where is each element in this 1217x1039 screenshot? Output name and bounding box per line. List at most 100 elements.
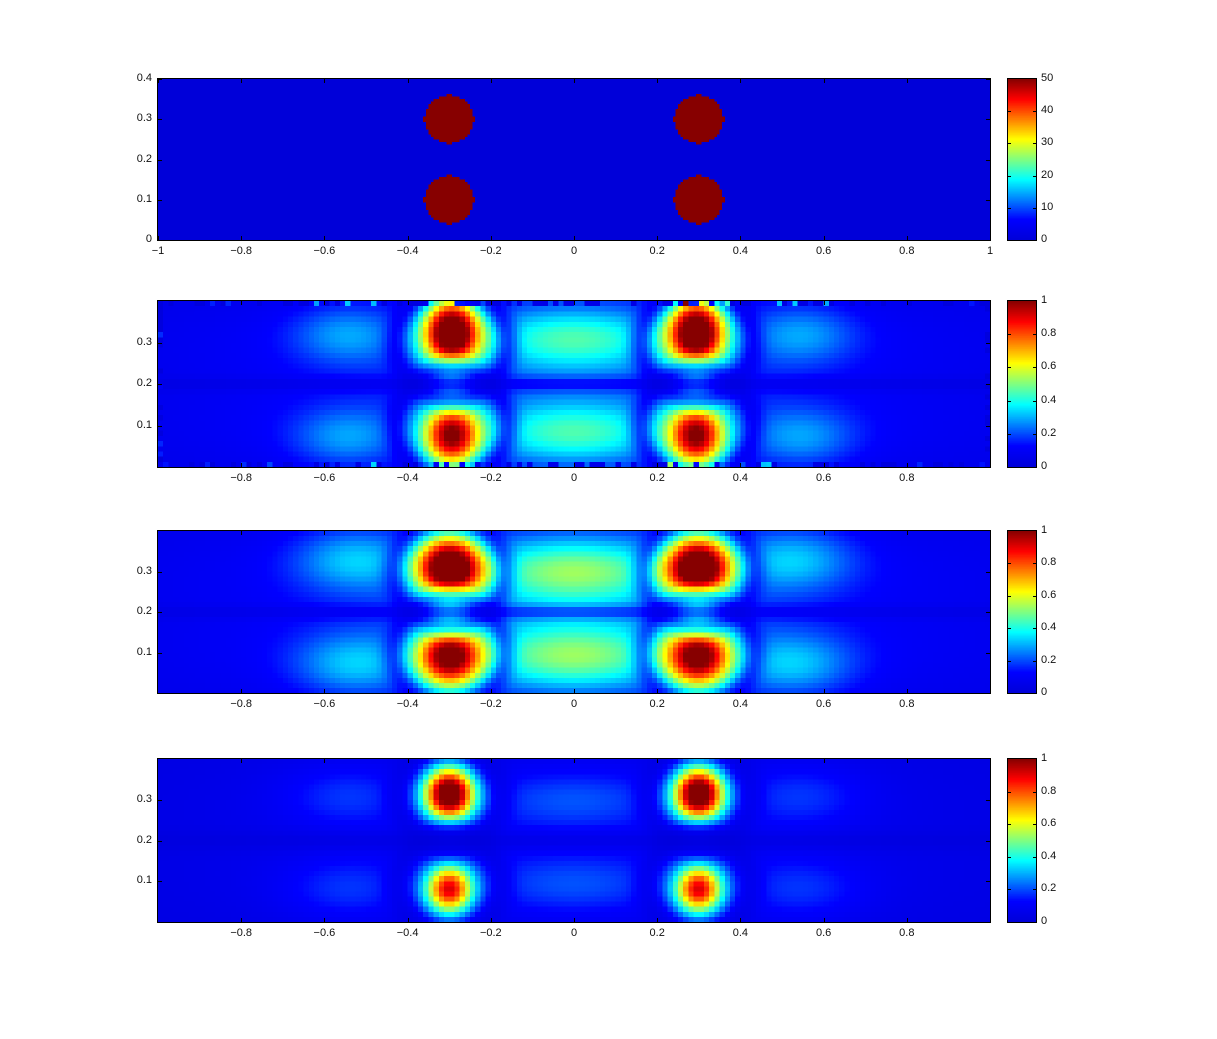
x-tick-label: −0.2 (479, 698, 502, 710)
x-tick-top (490, 531, 492, 535)
y-tick-label: 0.1 (136, 874, 152, 887)
colorbar-tick-label: 40 (1041, 104, 1054, 117)
x-tick-bottom (740, 918, 742, 922)
x-tick-top (407, 531, 409, 535)
x-tick-top (324, 759, 326, 763)
y-tick-left (158, 799, 162, 801)
x-tick-bottom (657, 689, 659, 693)
x-tick-label: −0.8 (230, 927, 253, 939)
x-tick-bottom (657, 918, 659, 922)
x-tick-bottom (407, 236, 409, 240)
x-tick-bottom (241, 463, 243, 467)
y-tick-left (158, 840, 162, 842)
colorbar-tick-label: 1 (1041, 524, 1048, 536)
x-tick-bottom (906, 689, 908, 693)
x-tick-label: 0.8 (899, 472, 915, 484)
y-tick-right (986, 119, 990, 121)
colorbar-tick-label: 50 (1041, 72, 1054, 84)
y-tick-label: 0.2 (136, 152, 152, 165)
colorbar-tick (1008, 628, 1011, 630)
x-tick-top (906, 531, 908, 535)
x-tick-bottom (324, 236, 326, 240)
x-tick-label: 0.4 (732, 698, 749, 710)
x-tick-label: 0.4 (732, 245, 749, 257)
heatmap-canvas-4 (158, 759, 990, 922)
x-tick-bottom (740, 463, 742, 467)
x-tick-bottom (324, 463, 326, 467)
colorbar-tick (1033, 207, 1036, 209)
heatmap-canvas-3 (158, 531, 990, 693)
y-tick-right (986, 612, 990, 613)
y-tick-left (158, 119, 162, 121)
x-tick-top (906, 301, 908, 305)
x-tick-label: −0.8 (230, 245, 253, 257)
x-tick-bottom (823, 918, 825, 922)
heatmap-canvas-2 (158, 301, 990, 467)
colorbar-tick (1008, 595, 1011, 597)
colorbar-tick (1008, 824, 1011, 826)
y-tick-left (158, 881, 162, 883)
heatmap-plot-4 (157, 758, 991, 923)
x-tick-top (657, 759, 659, 763)
y-tick-label: 0.1 (136, 645, 152, 658)
x-tick-top (574, 301, 575, 305)
colorbar-tick (1033, 595, 1036, 597)
x-tick-label: 0.4 (732, 472, 749, 484)
x-tick-top (324, 79, 326, 83)
y-tick-left (158, 342, 162, 344)
x-tick-bottom (990, 236, 991, 240)
x-tick-bottom (823, 236, 825, 240)
x-tick-label: 0.2 (649, 698, 665, 710)
x-tick-bottom (823, 689, 825, 693)
x-tick-bottom (490, 463, 492, 467)
colorbar-tick (1033, 824, 1036, 826)
y-tick-label: 0.3 (136, 564, 152, 577)
colorbar-gradient-3 (1008, 531, 1036, 693)
x-tick-top (823, 759, 825, 763)
y-tick-label: 0.1 (136, 192, 152, 205)
x-tick-label: −0.8 (230, 698, 253, 710)
x-tick-top (906, 79, 908, 83)
colorbar-tick-label: 0.4 (1041, 621, 1057, 634)
y-tick-right (986, 840, 990, 842)
x-tick-bottom (906, 918, 908, 922)
x-tick-bottom (906, 463, 908, 467)
y-tick-right (986, 79, 990, 80)
x-tick-top (158, 79, 159, 83)
x-tick-top (740, 79, 742, 83)
x-tick-label: −1 (151, 245, 165, 257)
x-tick-label: 0 (570, 245, 578, 257)
x-tick-top (740, 759, 742, 763)
colorbar-tick (1008, 791, 1011, 793)
colorbar-tick-label: 1 (1041, 294, 1048, 306)
y-tick-right (986, 425, 990, 427)
x-tick-label: −0.4 (396, 698, 419, 710)
x-tick-bottom (574, 689, 575, 693)
x-tick-top (407, 79, 409, 83)
colorbar-tick-label: 0 (1041, 233, 1048, 245)
x-tick-top (657, 531, 659, 535)
x-tick-bottom (407, 463, 409, 467)
colorbar-tick (1008, 143, 1011, 145)
y-tick-right (986, 342, 990, 344)
x-tick-top (241, 531, 243, 535)
x-tick-label: 0.2 (649, 472, 665, 484)
x-tick-label: 0.8 (899, 927, 915, 939)
colorbar-1 (1007, 78, 1037, 241)
y-tick-label: 0.2 (136, 377, 152, 389)
x-tick-label: 0.6 (815, 698, 832, 710)
colorbar-tick (1033, 143, 1036, 145)
x-tick-bottom (490, 236, 492, 240)
x-tick-top (574, 79, 575, 83)
x-tick-label: 0.4 (732, 927, 749, 939)
y-tick-label: 0.2 (136, 833, 152, 846)
x-tick-top (574, 531, 575, 535)
colorbar-tick (1033, 175, 1036, 177)
x-tick-label: 0.6 (815, 927, 832, 939)
x-tick-label: −0.4 (396, 245, 419, 257)
colorbar-tick (1033, 856, 1036, 858)
y-tick-left (158, 612, 162, 613)
x-tick-bottom (241, 236, 243, 240)
x-tick-label: 0 (570, 698, 578, 710)
colorbar-tick (1008, 660, 1011, 662)
